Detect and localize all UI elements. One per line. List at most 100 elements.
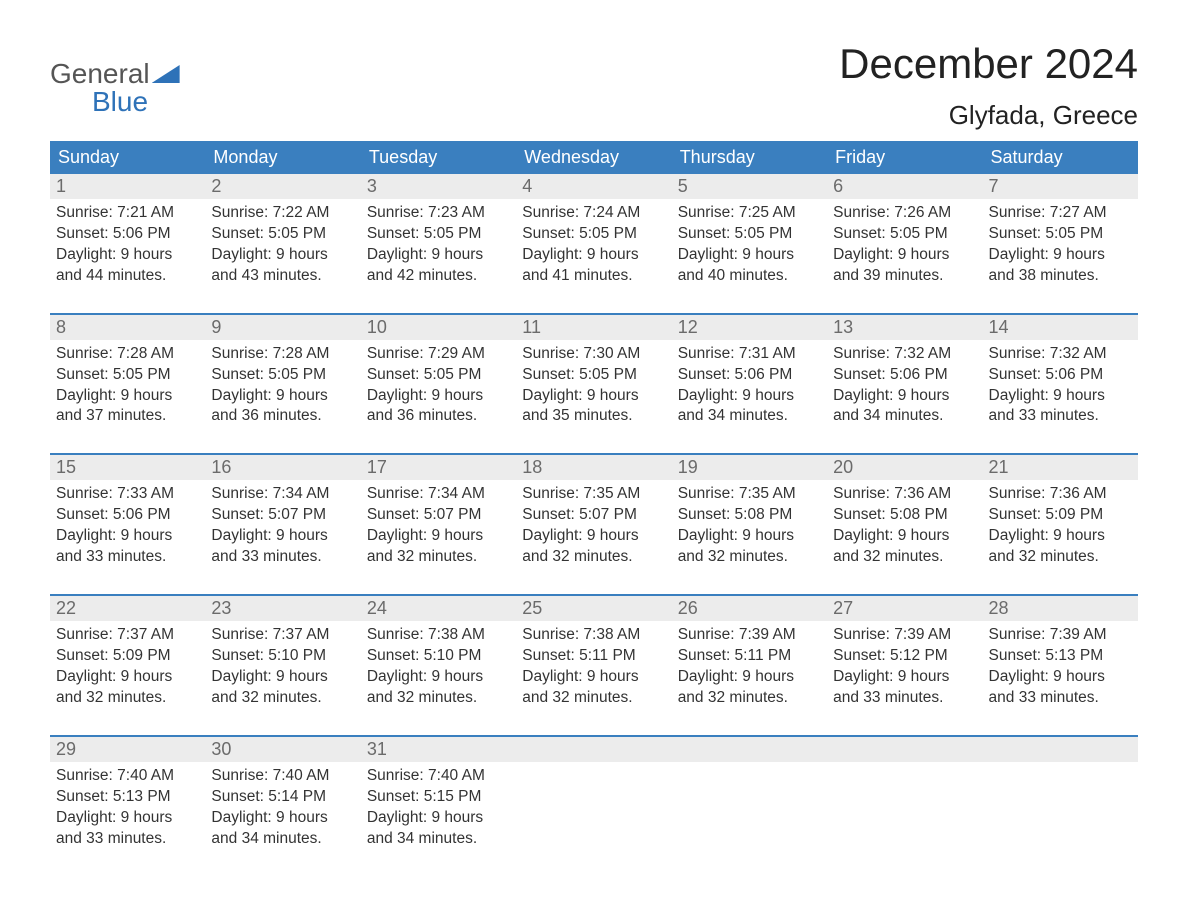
daylight-text-1: Daylight: 9 hours [989, 245, 1132, 266]
daylight-text-1: Daylight: 9 hours [989, 667, 1132, 688]
sunrise-text: Sunrise: 7:23 AM [367, 203, 510, 224]
calendar-cell: 21Sunrise: 7:36 AMSunset: 5:09 PMDayligh… [983, 455, 1138, 576]
sunrise-text: Sunrise: 7:32 AM [989, 344, 1132, 365]
calendar-cell: 24Sunrise: 7:38 AMSunset: 5:10 PMDayligh… [361, 596, 516, 717]
sunset-text: Sunset: 5:05 PM [833, 224, 976, 245]
calendar-cell [827, 737, 982, 858]
logo-flag-icon [152, 65, 180, 83]
sunset-text: Sunset: 5:07 PM [367, 505, 510, 526]
sunset-text: Sunset: 5:09 PM [989, 505, 1132, 526]
day-header: Saturday [983, 141, 1138, 174]
daylight-text-1: Daylight: 9 hours [989, 526, 1132, 547]
calendar-cell: 19Sunrise: 7:35 AMSunset: 5:08 PMDayligh… [672, 455, 827, 576]
calendar-cell: 15Sunrise: 7:33 AMSunset: 5:06 PMDayligh… [50, 455, 205, 576]
sunrise-text: Sunrise: 7:40 AM [367, 766, 510, 787]
day-number: 26 [672, 596, 827, 621]
cell-body: Sunrise: 7:39 AMSunset: 5:12 PMDaylight:… [827, 621, 982, 717]
day-number: 20 [827, 455, 982, 480]
sunrise-text: Sunrise: 7:26 AM [833, 203, 976, 224]
daylight-text-2: and 34 minutes. [678, 406, 821, 427]
calendar-cell: 30Sunrise: 7:40 AMSunset: 5:14 PMDayligh… [205, 737, 360, 858]
day-number: 15 [50, 455, 205, 480]
cell-body: Sunrise: 7:34 AMSunset: 5:07 PMDaylight:… [205, 480, 360, 576]
daylight-text-2: and 32 minutes. [833, 547, 976, 568]
week-row: 22Sunrise: 7:37 AMSunset: 5:09 PMDayligh… [50, 594, 1138, 717]
sunrise-text: Sunrise: 7:39 AM [678, 625, 821, 646]
cell-body: Sunrise: 7:38 AMSunset: 5:10 PMDaylight:… [361, 621, 516, 717]
daylight-text-1: Daylight: 9 hours [522, 386, 665, 407]
daylight-text-2: and 41 minutes. [522, 266, 665, 287]
day-header: Wednesday [516, 141, 671, 174]
daylight-text-1: Daylight: 9 hours [678, 526, 821, 547]
day-number [983, 737, 1138, 762]
daylight-text-2: and 33 minutes. [989, 688, 1132, 709]
cell-body: Sunrise: 7:25 AMSunset: 5:05 PMDaylight:… [672, 199, 827, 295]
daylight-text-1: Daylight: 9 hours [56, 808, 199, 829]
calendar-cell: 18Sunrise: 7:35 AMSunset: 5:07 PMDayligh… [516, 455, 671, 576]
daylight-text-1: Daylight: 9 hours [678, 245, 821, 266]
day-number: 7 [983, 174, 1138, 199]
daylight-text-2: and 34 minutes. [367, 829, 510, 850]
month-title: December 2024 [839, 40, 1138, 88]
daylight-text-2: and 36 minutes. [211, 406, 354, 427]
cell-body: Sunrise: 7:39 AMSunset: 5:13 PMDaylight:… [983, 621, 1138, 717]
day-number: 12 [672, 315, 827, 340]
calendar-cell: 11Sunrise: 7:30 AMSunset: 5:05 PMDayligh… [516, 315, 671, 436]
sunrise-text: Sunrise: 7:35 AM [522, 484, 665, 505]
week-row: 29Sunrise: 7:40 AMSunset: 5:13 PMDayligh… [50, 735, 1138, 858]
sunrise-text: Sunrise: 7:38 AM [367, 625, 510, 646]
sunrise-text: Sunrise: 7:24 AM [522, 203, 665, 224]
cell-body: Sunrise: 7:39 AMSunset: 5:11 PMDaylight:… [672, 621, 827, 717]
sunrise-text: Sunrise: 7:27 AM [989, 203, 1132, 224]
day-number: 18 [516, 455, 671, 480]
cell-body: Sunrise: 7:37 AMSunset: 5:10 PMDaylight:… [205, 621, 360, 717]
daylight-text-2: and 32 minutes. [367, 547, 510, 568]
logo-text-bottom: Blue [50, 88, 180, 116]
sunrise-text: Sunrise: 7:29 AM [367, 344, 510, 365]
cell-body: Sunrise: 7:33 AMSunset: 5:06 PMDaylight:… [50, 480, 205, 576]
day-number [827, 737, 982, 762]
cell-body: Sunrise: 7:29 AMSunset: 5:05 PMDaylight:… [361, 340, 516, 436]
calendar-cell: 23Sunrise: 7:37 AMSunset: 5:10 PMDayligh… [205, 596, 360, 717]
day-header: Friday [827, 141, 982, 174]
sunset-text: Sunset: 5:11 PM [522, 646, 665, 667]
day-number: 10 [361, 315, 516, 340]
daylight-text-1: Daylight: 9 hours [211, 526, 354, 547]
day-number: 2 [205, 174, 360, 199]
daylight-text-1: Daylight: 9 hours [56, 386, 199, 407]
daylight-text-1: Daylight: 9 hours [367, 526, 510, 547]
daylight-text-2: and 40 minutes. [678, 266, 821, 287]
calendar-cell: 14Sunrise: 7:32 AMSunset: 5:06 PMDayligh… [983, 315, 1138, 436]
sunset-text: Sunset: 5:05 PM [522, 365, 665, 386]
daylight-text-1: Daylight: 9 hours [56, 667, 199, 688]
daylight-text-2: and 39 minutes. [833, 266, 976, 287]
logo-top: General [50, 60, 180, 88]
cell-body: Sunrise: 7:40 AMSunset: 5:14 PMDaylight:… [205, 762, 360, 858]
day-number: 16 [205, 455, 360, 480]
sunrise-text: Sunrise: 7:22 AM [211, 203, 354, 224]
day-number: 21 [983, 455, 1138, 480]
cell-body: Sunrise: 7:32 AMSunset: 5:06 PMDaylight:… [983, 340, 1138, 436]
daylight-text-2: and 37 minutes. [56, 406, 199, 427]
cell-body [827, 762, 982, 842]
calendar-cell: 28Sunrise: 7:39 AMSunset: 5:13 PMDayligh… [983, 596, 1138, 717]
sunrise-text: Sunrise: 7:39 AM [989, 625, 1132, 646]
cell-body: Sunrise: 7:36 AMSunset: 5:08 PMDaylight:… [827, 480, 982, 576]
sunset-text: Sunset: 5:05 PM [367, 365, 510, 386]
daylight-text-1: Daylight: 9 hours [56, 526, 199, 547]
daylight-text-2: and 32 minutes. [989, 547, 1132, 568]
daylight-text-1: Daylight: 9 hours [211, 245, 354, 266]
daylight-text-1: Daylight: 9 hours [678, 667, 821, 688]
daylight-text-1: Daylight: 9 hours [211, 386, 354, 407]
calendar-cell: 1Sunrise: 7:21 AMSunset: 5:06 PMDaylight… [50, 174, 205, 295]
cell-body: Sunrise: 7:40 AMSunset: 5:13 PMDaylight:… [50, 762, 205, 858]
daylight-text-2: and 32 minutes. [678, 688, 821, 709]
daylight-text-2: and 34 minutes. [211, 829, 354, 850]
sunrise-text: Sunrise: 7:40 AM [56, 766, 199, 787]
title-block: December 2024 Glyfada, Greece [839, 40, 1138, 131]
daylight-text-1: Daylight: 9 hours [678, 386, 821, 407]
day-number: 9 [205, 315, 360, 340]
day-header: Sunday [50, 141, 205, 174]
day-number: 24 [361, 596, 516, 621]
daylight-text-2: and 38 minutes. [989, 266, 1132, 287]
